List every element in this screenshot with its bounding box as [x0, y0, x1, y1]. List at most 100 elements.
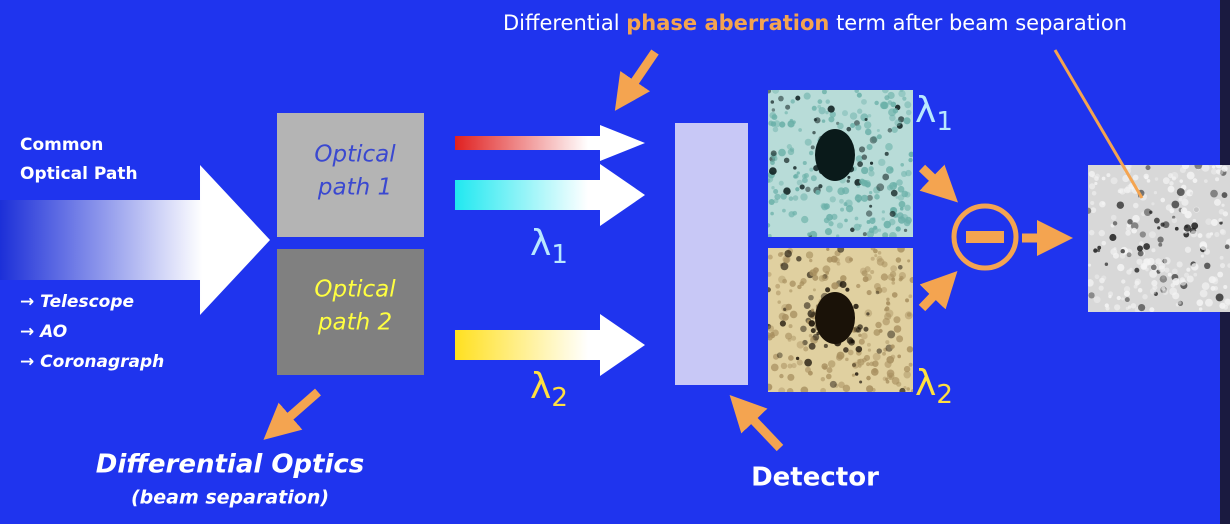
- speckle: [904, 219, 911, 226]
- speckle: [768, 255, 773, 260]
- speckle: [876, 183, 884, 191]
- subscript: 2: [551, 383, 568, 413]
- speckle: [867, 343, 871, 347]
- speckle: [891, 190, 898, 197]
- speckle: [821, 203, 828, 210]
- speckle: [856, 194, 860, 198]
- speckle: [777, 352, 783, 358]
- speckle: [796, 357, 799, 360]
- speckle: [873, 368, 878, 373]
- speckle: [844, 219, 848, 223]
- speckle: [870, 270, 874, 274]
- speckle: [869, 191, 872, 194]
- speckle: [1114, 304, 1120, 310]
- speckle: [789, 196, 794, 201]
- speckle: [1168, 186, 1175, 193]
- speckle: [901, 191, 908, 198]
- speckle: [782, 209, 786, 213]
- speckle: [875, 322, 881, 328]
- speckle: [808, 295, 814, 301]
- speckle: [1090, 201, 1094, 205]
- speckle: [788, 364, 793, 369]
- speckle: [1177, 261, 1183, 267]
- speckle: [1092, 191, 1097, 196]
- speckle: [1168, 273, 1172, 277]
- speckle: [825, 111, 828, 114]
- speckle: [815, 190, 820, 195]
- speckle: [811, 328, 816, 333]
- speckle: [873, 353, 881, 361]
- speckle: [888, 92, 895, 99]
- speckle: [772, 114, 778, 120]
- speckle: [785, 111, 788, 114]
- speckle: [1138, 288, 1143, 293]
- speckle: [1127, 252, 1132, 257]
- speckle: [1113, 221, 1117, 225]
- speckle: [771, 100, 774, 103]
- speckle: [1187, 172, 1195, 180]
- speckle: [1089, 230, 1095, 236]
- speckle: [778, 149, 786, 157]
- speckle: [1095, 174, 1100, 179]
- speckle: [903, 117, 910, 124]
- speckle: [1223, 285, 1227, 289]
- speckle: [886, 302, 890, 306]
- speckle: [805, 187, 810, 192]
- speckle: [1149, 231, 1156, 238]
- speckle: [881, 102, 889, 110]
- speckle: [1178, 301, 1182, 305]
- label: Differential Optics: [96, 450, 365, 480]
- speckle: [904, 205, 910, 211]
- speckle: [890, 265, 897, 272]
- caption-text: Differential: [503, 11, 626, 35]
- speckle: [801, 216, 808, 223]
- speckle: [877, 348, 882, 353]
- speckle: [1094, 182, 1097, 185]
- speckle: [1175, 227, 1179, 231]
- speckle: [874, 101, 878, 105]
- speckle: [788, 338, 792, 342]
- speckle: [859, 179, 865, 185]
- speckle: [870, 162, 873, 165]
- speckle: [1117, 264, 1124, 271]
- speckle: [800, 326, 807, 333]
- speckle: [831, 282, 838, 289]
- speckle: [896, 226, 901, 231]
- speckle: [1177, 188, 1185, 196]
- speckle: [893, 108, 898, 113]
- speckle: [1225, 244, 1230, 249]
- speckle: [846, 127, 851, 132]
- speckle: [1169, 208, 1174, 213]
- speckle: [790, 311, 798, 319]
- speckle: [885, 340, 889, 344]
- speckle: [1200, 243, 1207, 250]
- speckle: [1089, 183, 1095, 189]
- speckle: [830, 381, 837, 388]
- speckle: [1131, 303, 1137, 309]
- speckle: [769, 199, 775, 205]
- speckle: [1108, 291, 1113, 296]
- speckle: [1131, 228, 1137, 234]
- speckle: [883, 377, 887, 381]
- speckle: [1193, 273, 1197, 277]
- speckle: [867, 144, 873, 150]
- speckle: [798, 128, 802, 132]
- speckle: [783, 257, 789, 263]
- speckle: [795, 187, 799, 191]
- speckle: [904, 101, 911, 108]
- speckle: [809, 168, 813, 172]
- speckle: [886, 166, 894, 174]
- speckle: [771, 364, 779, 372]
- speckle: [908, 294, 912, 298]
- speckle: [849, 258, 853, 262]
- speckle: [813, 288, 816, 291]
- speckle: [793, 166, 797, 170]
- speckle: [908, 158, 912, 162]
- speckle: [869, 218, 875, 224]
- speckle: [1179, 179, 1183, 183]
- speckle: [1132, 215, 1140, 223]
- label: Common: [20, 135, 103, 155]
- speckle: [828, 221, 833, 226]
- speckle: [1142, 294, 1147, 299]
- speckle: [825, 287, 830, 292]
